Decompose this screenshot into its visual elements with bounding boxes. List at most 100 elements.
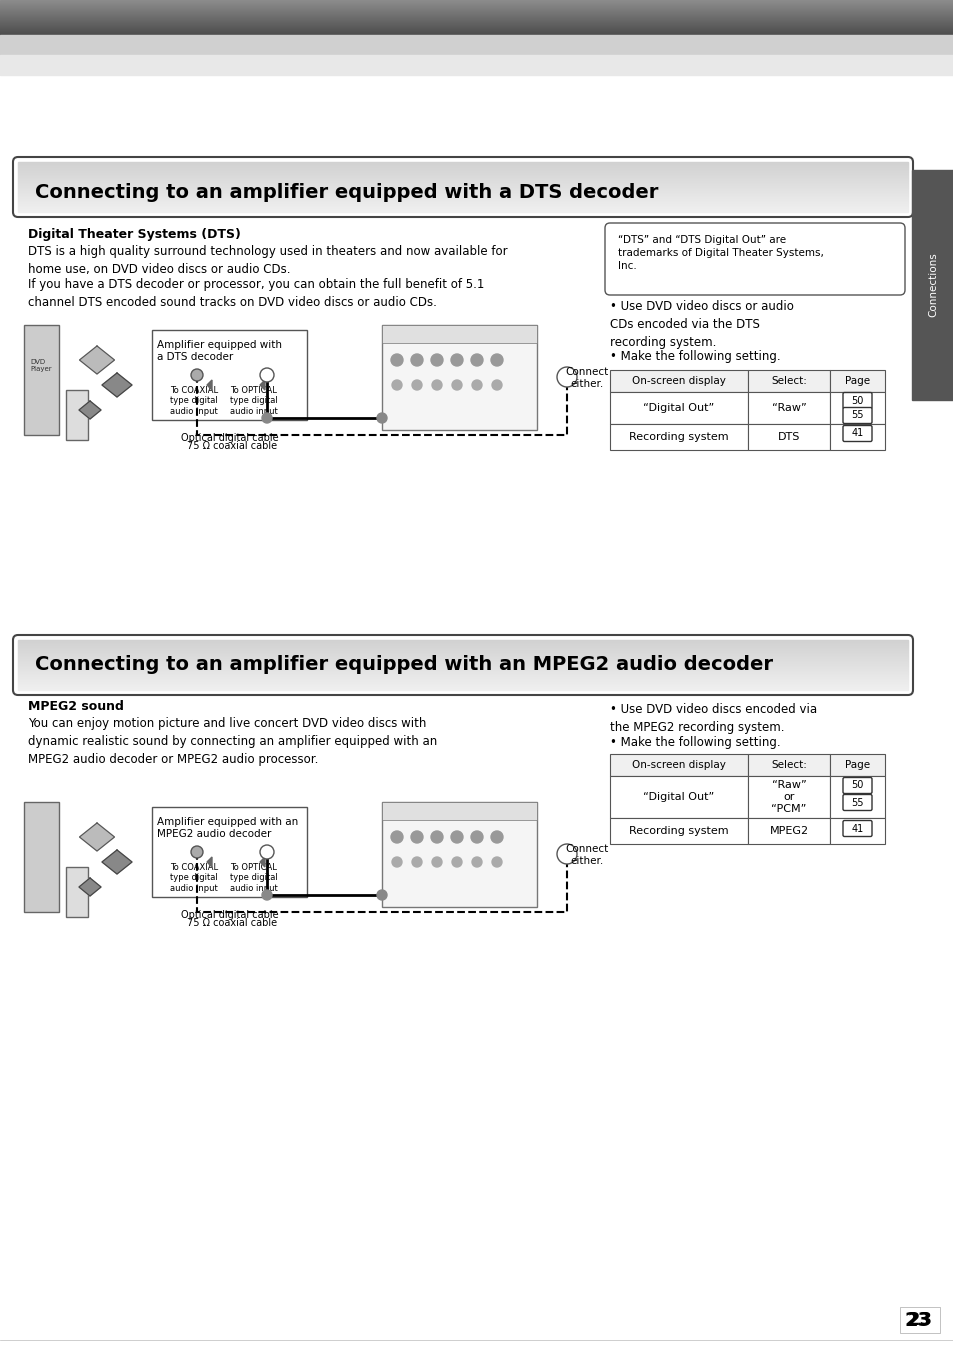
FancyBboxPatch shape [842,407,871,423]
Circle shape [472,380,481,390]
Circle shape [392,857,401,867]
Text: • Make the following setting.: • Make the following setting. [609,350,780,363]
Bar [609,776,747,818]
FancyBboxPatch shape [842,821,871,837]
Text: On-screen display: On-screen display [632,376,725,386]
Bar [829,392,884,425]
Circle shape [191,369,203,381]
Text: • Make the following setting.: • Make the following setting. [609,736,780,749]
Circle shape [431,830,442,842]
Text: Optical digital cable: Optical digital cable [181,910,278,919]
Circle shape [491,355,502,367]
Bar [609,369,747,392]
Text: 23: 23 [906,1312,931,1329]
Circle shape [451,830,462,842]
Circle shape [492,857,501,867]
Bar [829,818,884,844]
Bar [747,776,829,818]
Circle shape [262,412,272,423]
Circle shape [432,857,441,867]
Circle shape [260,368,274,381]
Circle shape [262,890,272,900]
Text: 23: 23 [903,1310,930,1329]
Text: 55: 55 [850,411,862,421]
Text: “Raw”
or
“PCM”: “Raw” or “PCM” [771,779,806,814]
Text: 75 Ω coaxial cable: 75 Ω coaxial cable [187,918,276,927]
FancyBboxPatch shape [842,426,871,442]
Text: 50: 50 [850,395,862,406]
Polygon shape [207,380,212,390]
Polygon shape [79,824,114,851]
Text: • Use DVD video discs encoded via
the MPEG2 recording system.: • Use DVD video discs encoded via the MP… [609,704,817,735]
Bar [24,802,59,913]
Text: Digital Theater Systems (DTS): Digital Theater Systems (DTS) [28,228,240,241]
Polygon shape [79,878,101,896]
Text: 50: 50 [850,780,862,790]
Text: 55: 55 [850,798,862,807]
Text: “Raw”: “Raw” [771,403,805,412]
Bar [747,425,829,450]
Circle shape [452,380,461,390]
Polygon shape [260,380,265,390]
Bar [609,754,747,776]
Bar [381,802,537,820]
Bar [609,392,747,425]
Bar [899,1308,939,1333]
Text: Select:: Select: [770,760,806,770]
Circle shape [451,355,462,367]
Circle shape [411,355,422,367]
Text: Amplifier equipped with
a DTS decoder: Amplifier equipped with a DTS decoder [157,340,282,363]
Circle shape [471,355,482,367]
Bar [829,776,884,818]
Text: To COAXIAL
type digital
audio input: To COAXIAL type digital audio input [170,386,218,415]
Bar [829,369,884,392]
Bar [152,807,307,896]
Text: DVD
Player: DVD Player [30,359,51,372]
Text: To OPTICAL
type digital
audio input: To OPTICAL type digital audio input [230,863,277,892]
Bar [747,818,829,844]
Text: Connect
either.: Connect either. [565,367,608,390]
Bar [381,325,537,342]
Polygon shape [102,851,132,874]
Text: Connections: Connections [927,252,937,317]
Text: “Digital Out”: “Digital Out” [642,793,714,802]
Circle shape [391,355,402,367]
Circle shape [376,412,387,423]
Bar [66,867,88,917]
Text: Select:: Select: [770,376,806,386]
Circle shape [392,380,401,390]
Circle shape [412,857,421,867]
Text: 75 Ω coaxial cable: 75 Ω coaxial cable [187,441,276,452]
Polygon shape [260,857,265,867]
Text: Page: Page [844,376,869,386]
Circle shape [431,355,442,367]
Circle shape [472,857,481,867]
Text: To OPTICAL
type digital
audio input: To OPTICAL type digital audio input [230,386,277,415]
Polygon shape [79,346,114,373]
Text: Connecting to an amplifier equipped with an MPEG2 audio decoder: Connecting to an amplifier equipped with… [35,655,772,674]
Text: • Use DVD video discs or audio
CDs encoded via the DTS
recording system.: • Use DVD video discs or audio CDs encod… [609,301,793,349]
Bar [747,369,829,392]
Circle shape [557,844,577,864]
Text: “DTS” and “DTS Digital Out” are
trademarks of Digital Theater Systems,
Inc.: “DTS” and “DTS Digital Out” are trademar… [618,235,823,271]
Bar [609,425,747,450]
Bar [829,754,884,776]
Bar [747,754,829,776]
FancyBboxPatch shape [842,794,871,810]
Circle shape [492,380,501,390]
Circle shape [491,830,502,842]
Circle shape [471,830,482,842]
Text: Amplifier equipped with an
MPEG2 audio decoder: Amplifier equipped with an MPEG2 audio d… [157,817,298,840]
Circle shape [432,380,441,390]
Bar [24,325,59,435]
Circle shape [411,830,422,842]
Text: 41: 41 [850,429,862,438]
Bar [0,55,953,75]
Text: 41: 41 [850,824,862,833]
Text: Connect
either.: Connect either. [565,844,608,867]
Text: DTS is a high quality surround technology used in theaters and now available for: DTS is a high quality surround technolog… [28,245,507,276]
Bar [381,802,537,907]
Text: Recording system: Recording system [629,826,728,836]
Polygon shape [102,373,132,398]
Bar [609,818,747,844]
